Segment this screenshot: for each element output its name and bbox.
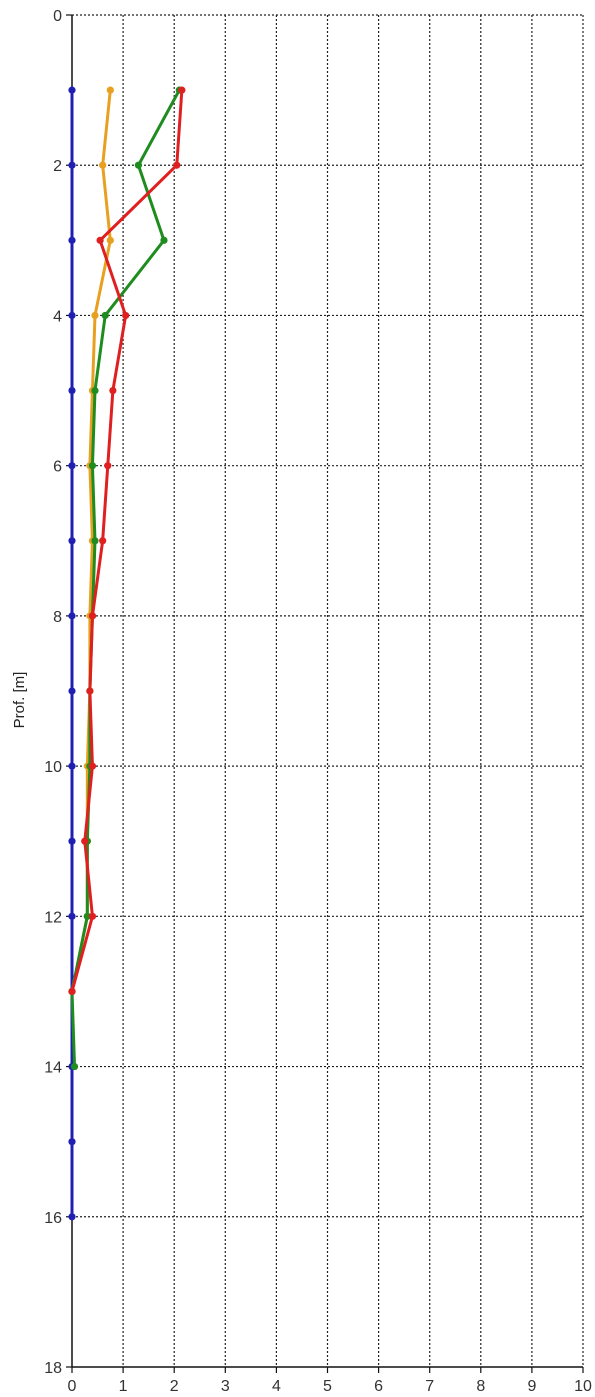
series-layer [68, 86, 186, 1221]
series-1-point-3 [91, 311, 99, 320]
series-0-point-3 [68, 311, 76, 320]
series-2-point-3 [101, 311, 109, 320]
series-0-point-4 [68, 386, 76, 395]
series-1-point-1 [99, 161, 107, 169]
series-0-point-9 [68, 762, 76, 770]
series-3-point-6 [99, 537, 107, 545]
x-tick-label-5: 5 [323, 1378, 332, 1395]
series-0-point-14 [68, 1138, 76, 1146]
y-tick-label-4: 4 [53, 308, 62, 325]
series-3-point-0 [178, 86, 186, 94]
y-tick-label-0: 0 [53, 8, 62, 25]
series-0-point-1 [68, 161, 76, 169]
y-tick-label-18: 18 [44, 1360, 62, 1377]
series-2-point-11 [83, 912, 91, 920]
x-tick-label-2: 2 [170, 1378, 179, 1395]
y-tick-label-12: 12 [44, 909, 62, 926]
series-1-point-0 [106, 86, 114, 94]
series-3-point-3 [122, 311, 130, 320]
series-0-point-2 [68, 236, 76, 244]
series-2-point-6 [91, 537, 99, 545]
x-tick-label-6: 6 [374, 1378, 383, 1395]
series-0-point-11 [68, 912, 76, 920]
series-0-point-5 [68, 462, 76, 470]
y-tick-label-14: 14 [44, 1060, 62, 1077]
grid [72, 14, 584, 1367]
x-tick-label-8: 8 [476, 1378, 485, 1395]
series-0-point-10 [68, 837, 76, 845]
series-2-point-2 [160, 236, 168, 244]
y-tick-label-6: 6 [53, 459, 62, 476]
series-1-point-2 [106, 236, 114, 244]
x-tick-label-1: 1 [119, 1378, 128, 1395]
series-2-point-13 [70, 1062, 79, 1071]
series-0-point-7 [68, 612, 76, 620]
x-tick-label-10: 10 [574, 1378, 592, 1395]
series-3-point-4 [109, 386, 117, 395]
series-3-point-10 [81, 837, 89, 845]
series-3-point-11 [88, 912, 97, 920]
y-tick-label-16: 16 [44, 1210, 62, 1227]
series-0-point-6 [68, 537, 76, 545]
series-0-point-8 [68, 687, 76, 695]
y-tick-label-2: 2 [53, 158, 62, 175]
x-tick-label-4: 4 [272, 1378, 281, 1395]
series-3 [68, 86, 186, 996]
series-3-point-1 [173, 161, 181, 169]
series-0-point-15 [68, 1213, 76, 1221]
series-3-point-7 [88, 612, 97, 620]
series-3-point-5 [104, 462, 112, 470]
series-3-point-12 [68, 987, 76, 996]
series-2-line [70, 89, 181, 1067]
y-tick-label-10: 10 [44, 759, 62, 776]
series-2-point-1 [134, 161, 143, 169]
y-axis-label: Prof. [m] [11, 672, 28, 729]
x-tick-label-0: 0 [68, 1378, 77, 1395]
x-tick-label-7: 7 [425, 1378, 434, 1395]
series-3-point-2 [96, 236, 104, 244]
x-tick-label-9: 9 [527, 1378, 536, 1395]
series-0-point-0 [68, 86, 76, 94]
series-2-point-4 [91, 386, 99, 395]
series-2-point-5 [88, 462, 97, 470]
y-tick-label-8: 8 [53, 609, 62, 626]
series-3-point-9 [88, 762, 97, 770]
series-3-point-8 [86, 687, 94, 695]
x-tick-label-3: 3 [221, 1378, 230, 1395]
